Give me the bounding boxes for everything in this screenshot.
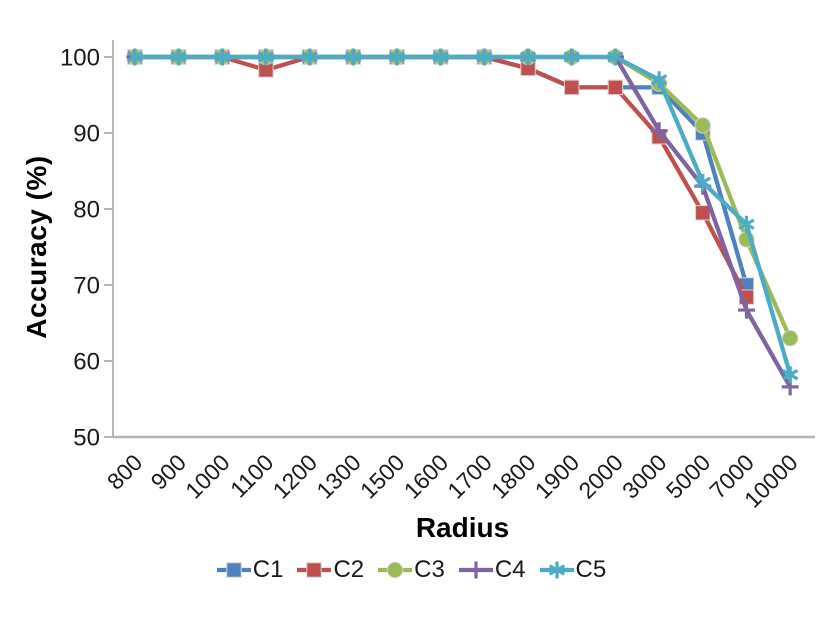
legend-label: C4 [494, 556, 526, 583]
legend-item-C3: C3 [377, 556, 445, 584]
data-point [650, 122, 668, 140]
x-tick-label: 1000 [180, 449, 235, 504]
x-tick-label: 2000 [573, 449, 628, 504]
y-tick-label: 70 [73, 273, 100, 300]
data-point [519, 48, 537, 66]
x-tick-label: 1700 [442, 449, 497, 504]
y-tick-label: 100 [60, 45, 100, 72]
legend-key-square-icon [297, 562, 332, 578]
x-tick-label: 800 [102, 449, 148, 495]
y-tick-label: 50 [73, 425, 100, 452]
series-line [132, 54, 793, 377]
legend-item-C5: C5 [539, 556, 607, 584]
x-tick-label: 1600 [399, 449, 454, 504]
plot-area: 5060708090100800900100011001200130015001… [60, 40, 815, 513]
data-point [345, 48, 362, 66]
data-point [170, 48, 187, 66]
y-tick-label: 90 [73, 121, 100, 148]
legend-key-square-icon [216, 562, 251, 578]
data-point [476, 48, 493, 66]
data-point [432, 48, 449, 66]
data-point [548, 561, 565, 579]
x-tick-label: 1300 [311, 449, 366, 504]
x-tick-label: 1100 [225, 449, 278, 502]
series-C3 [126, 48, 799, 347]
data-point [214, 48, 231, 66]
data-point [738, 215, 755, 233]
data-point [226, 562, 242, 578]
data-point [388, 48, 406, 66]
data-point [257, 48, 275, 66]
series-C5 [126, 48, 799, 384]
data-point [306, 562, 323, 578]
x-tick-label: 1500 [355, 449, 410, 504]
data-point [467, 561, 485, 579]
data-point [781, 330, 799, 347]
y-tick-label: 60 [73, 349, 100, 376]
x-tick-label: 3000 [617, 449, 672, 504]
x-tick-label: 5000 [661, 449, 716, 504]
x-tick-label: 1200 [268, 449, 323, 504]
data-point [126, 48, 144, 66]
data-point [650, 71, 668, 89]
y-axis-title: Accuracy (%) [21, 155, 52, 339]
data-point [694, 117, 711, 134]
data-point [607, 48, 624, 66]
data-point [695, 205, 711, 221]
x-tick-label: 1900 [530, 449, 585, 504]
legend-label: C3 [414, 556, 445, 583]
legend-item-C4: C4 [458, 556, 526, 584]
legend-key-circle-icon [378, 561, 413, 579]
legend-item-C1: C1 [216, 556, 284, 584]
legend-label: C2 [333, 556, 365, 583]
data-point [694, 173, 711, 191]
legend: C1 C2 C3 C4 C5 [0, 556, 822, 584]
y-tick-label: 80 [73, 197, 100, 224]
series-C4 [126, 48, 799, 396]
data-point [737, 301, 755, 319]
data-point [301, 48, 318, 66]
data-point [607, 79, 624, 96]
legend-item-C2: C2 [296, 556, 364, 584]
data-point [563, 48, 580, 66]
x-tick-label: 1800 [486, 449, 541, 504]
series-line [132, 54, 793, 389]
legend-key-plus-icon [458, 561, 493, 579]
data-point [386, 561, 404, 579]
x-axis-title: Radius [415, 512, 510, 543]
legend-key-asterisk-icon [539, 561, 574, 579]
data-point [781, 366, 799, 384]
legend-label: C1 [252, 556, 284, 583]
data-point [564, 79, 580, 96]
legend-label: C5 [575, 556, 607, 583]
